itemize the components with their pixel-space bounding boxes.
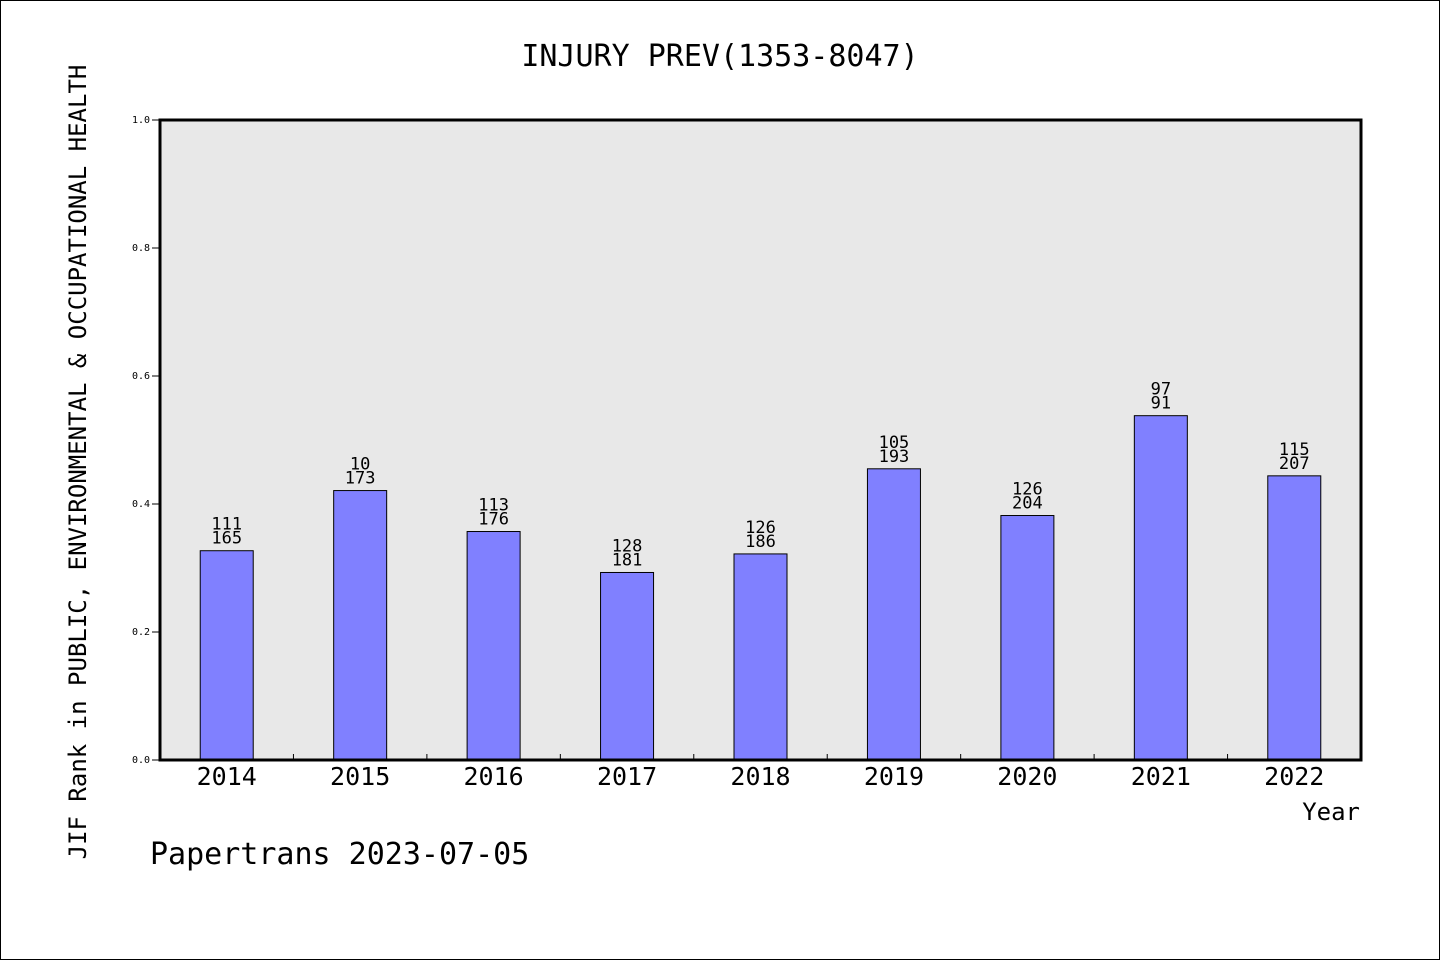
y-tick-label: 0.2 [132,627,150,638]
bar-label-top-2022: 115 [1279,440,1310,460]
x-tick-label-2016: 2016 [464,762,524,791]
bar-label-top-2021: 97 [1151,380,1171,400]
bar-2022 [1267,475,1322,761]
bar-label-bottom-2022: 207 [1279,454,1310,474]
bar-label-top-2020: 126 [1012,480,1043,500]
bar-label-bottom-2021: 91 [1151,394,1171,414]
bar-label-bottom-2019: 193 [879,447,910,467]
bar-label-bottom-2018: 186 [745,532,776,552]
bar-2019 [866,468,921,761]
bar-2020 [1000,515,1055,761]
y-axis-label: JIF Rank in PUBLIC, ENVIRONMENTAL & OCCU… [64,65,92,860]
y-tick-label: 1.0 [132,115,150,126]
x-tick-label-2014: 2014 [197,762,257,791]
plot-border [158,118,1363,762]
bar-label-top-2018: 126 [745,518,776,538]
bar-2021 [1133,415,1188,761]
bar-label-top-2014: 111 [211,515,242,535]
x-tick-label-2022: 2022 [1264,762,1324,791]
bar-label-bottom-2017: 181 [612,550,643,570]
bar-label-bottom-2016: 176 [478,510,509,530]
x-tick-label-2021: 2021 [1131,762,1191,791]
bar-2018 [733,553,788,761]
bar-2017 [600,571,655,761]
bar-2016 [466,531,521,761]
y-tick-label: 0.8 [132,243,150,254]
y-tick-label: 0.0 [132,755,150,766]
bar-label-top-2016: 113 [478,496,509,516]
bar-label-top-2017: 128 [612,536,643,556]
bar-label-bottom-2015: 173 [345,469,376,489]
x-tick-label-2020: 2020 [997,762,1057,791]
x-axis-label: Year [1302,798,1360,826]
y-tick-label: 0.4 [132,499,150,510]
bar-label-bottom-2014: 165 [211,529,242,549]
bar-label-top-2015: 10 [350,455,370,475]
x-tick-label-2017: 2017 [597,762,657,791]
bar-label-bottom-2020: 204 [1012,494,1043,514]
chart-title: INJURY PREV(1353-8047) [521,39,918,74]
y-tick-label: 0.6 [132,371,150,382]
x-tick-label-2018: 2018 [730,762,790,791]
footer-text: Papertrans 2023-07-05 [150,837,529,872]
x-tick-label-2019: 2019 [864,762,924,791]
bar-2015 [333,490,388,761]
bar-label-top-2019: 105 [879,433,910,453]
x-tick-label-2015: 2015 [330,762,390,791]
bar-2014 [199,550,254,761]
